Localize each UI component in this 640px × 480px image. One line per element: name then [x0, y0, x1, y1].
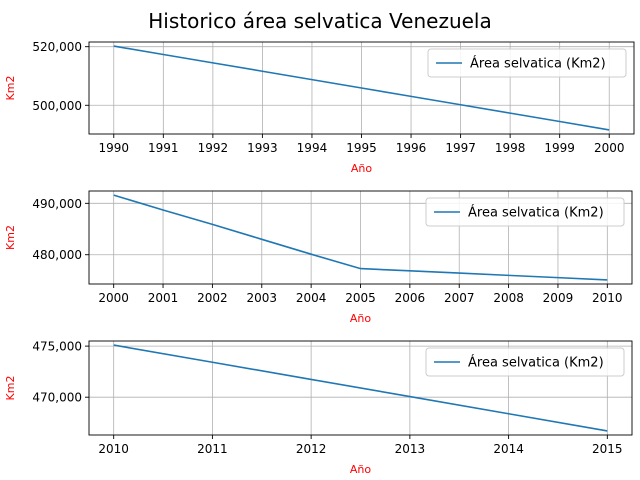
x-axis-label: Año — [351, 162, 372, 175]
x-tick-label: 2012 — [296, 442, 327, 456]
y-axis-label: Km2 — [4, 376, 17, 401]
y-tick-label: 520,000 — [32, 40, 82, 54]
x-axis-label: Año — [350, 312, 371, 325]
y-tick-label: 475,000 — [32, 340, 82, 354]
x-tick-label: 2010 — [98, 442, 129, 456]
x-tick-label: 1999 — [544, 141, 575, 155]
x-axis-label: Año — [350, 463, 371, 476]
plot-frame — [88, 340, 633, 436]
x-tick-label: 2014 — [493, 442, 524, 456]
legend-label: Área selvatica (Km2) — [468, 205, 604, 221]
y-tick-label: 500,000 — [32, 99, 82, 113]
x-tick-label: 2002 — [197, 291, 228, 305]
legend-box — [427, 48, 627, 78]
legend-box — [425, 197, 625, 227]
subplot-3: 2010 2011 2012 2013 2014 2015 470,000 475,000 Añ… — [4, 340, 633, 476]
y-axis-label: Km2 — [4, 225, 17, 250]
charts-container: 1990 1991 1992 1993 1994 1995 1996 1997 1998 1999… — [4, 40, 635, 476]
x-tick-label: 2006 — [395, 291, 426, 305]
legend-box — [425, 347, 625, 377]
x-tick-label: 2001 — [148, 291, 179, 305]
y-tick-label: 480,000 — [32, 248, 82, 262]
subplot-2: 2000 2001 2002 2003 2004 2005 2006 2007 2008 2009… — [4, 190, 633, 325]
legend: Área selvatica (Km2) — [427, 48, 627, 78]
x-tick-label: 2007 — [444, 291, 475, 305]
series-line — [113, 194, 608, 281]
series-line — [113, 344, 608, 432]
figure-title: Historico área selvatica Venezuela — [148, 9, 492, 33]
x-tick-label: 1997 — [445, 141, 476, 155]
y-tick-label: 490,000 — [32, 197, 82, 211]
x-tick-label: 2011 — [197, 442, 228, 456]
x-tick-label: 1995 — [346, 141, 377, 155]
x-tick-label: 2010 — [592, 291, 623, 305]
legend-label: Área selvatica (Km2) — [468, 355, 604, 371]
x-tick-label: 2013 — [395, 442, 426, 456]
x-tick-label: 1990 — [98, 141, 129, 155]
legend-label: Área selvatica (Km2) — [470, 56, 606, 72]
x-tick-label: 1994 — [297, 141, 328, 155]
x-tick-label: 1993 — [247, 141, 278, 155]
x-tick-label: 2005 — [345, 291, 376, 305]
legend: Área selvatica (Km2) — [425, 347, 625, 377]
x-tick-label: 2008 — [493, 291, 524, 305]
x-tick-label: 2004 — [296, 291, 327, 305]
x-tick-label: 2015 — [592, 442, 623, 456]
y-axis-label: Km2 — [4, 76, 17, 101]
x-tick-label: 2000 — [594, 141, 625, 155]
series-line — [113, 45, 610, 131]
subplot-1: 1990 1991 1992 1993 1994 1995 1996 1997 1998 1999… — [4, 40, 635, 175]
x-tick-label: 2003 — [246, 291, 277, 305]
x-tick-label: 1991 — [148, 141, 179, 155]
x-tick-label: 1992 — [198, 141, 229, 155]
legend: Área selvatica (Km2) — [425, 197, 625, 227]
x-tick-label: 1998 — [495, 141, 526, 155]
x-tick-label: 2000 — [98, 291, 129, 305]
x-tick-label: 2009 — [543, 291, 574, 305]
x-tick-label: 1996 — [396, 141, 427, 155]
y-tick-label: 470,000 — [32, 391, 82, 405]
